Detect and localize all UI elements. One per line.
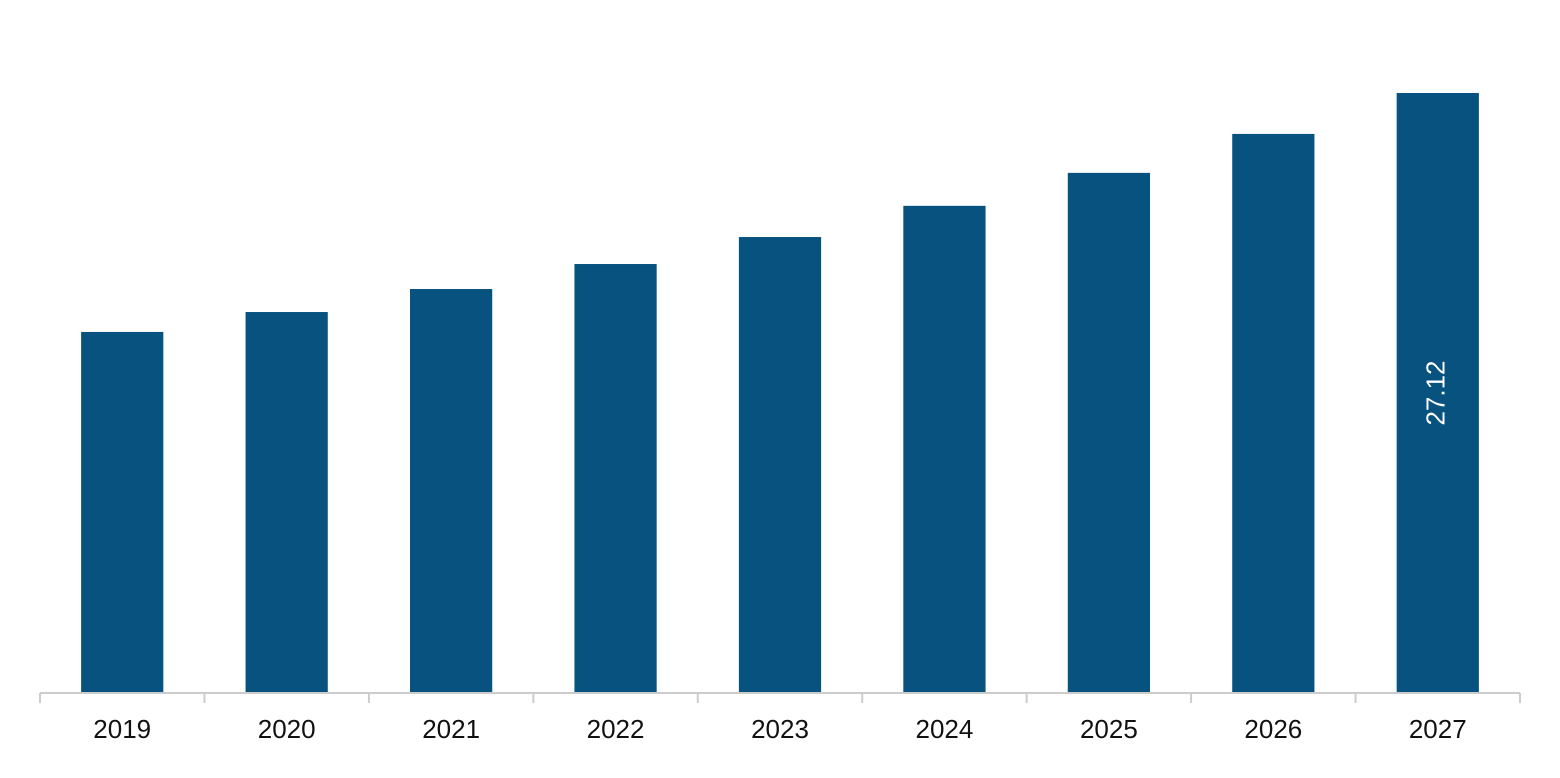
- x-tick-label: 2019: [93, 714, 151, 744]
- bar: [81, 331, 164, 693]
- bar: [1067, 172, 1150, 694]
- bar: [245, 312, 328, 693]
- bar: [1232, 133, 1315, 693]
- x-tick-label: 2023: [751, 714, 809, 744]
- x-tick-label: 2021: [422, 714, 480, 744]
- x-tick-label: 2027: [1409, 714, 1467, 744]
- bar: [903, 205, 986, 694]
- bar: [574, 264, 657, 693]
- x-tick-label: 2022: [587, 714, 645, 744]
- x-tick-label: 2024: [916, 714, 974, 744]
- x-tick-label: 2026: [1244, 714, 1302, 744]
- value-label: 27.12: [1421, 360, 1451, 425]
- x-tick-label: 2020: [258, 714, 316, 744]
- x-tick-label: 2025: [1080, 714, 1138, 744]
- bar: [738, 237, 822, 693]
- bar: [410, 289, 493, 693]
- bar: [1396, 93, 1479, 693]
